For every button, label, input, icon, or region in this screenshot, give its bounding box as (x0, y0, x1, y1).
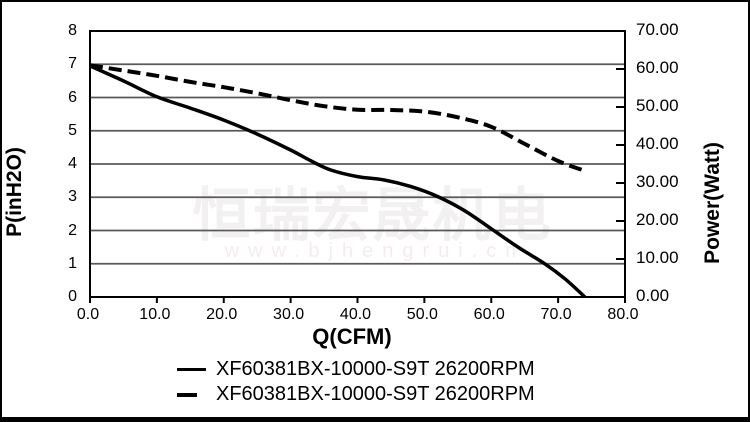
pressure-curve (89, 64, 587, 299)
x-tick-label: 40.0 (339, 306, 372, 323)
y-right-tick-label: 20.00 (636, 210, 679, 229)
y-axis-left-title: P(inH2O) (3, 147, 26, 237)
y-left-tick-label: 3 (68, 188, 77, 206)
y-left-tick-label: 8 (68, 22, 77, 39)
y-right-tick-label: 70.00 (636, 20, 679, 39)
x-tick-label: 80.0 (607, 306, 639, 323)
y-right-tick-label: 30.00 (636, 172, 679, 191)
y-right-tick-label: 0.00 (636, 286, 670, 305)
y-left-tick-label: 7 (68, 55, 77, 73)
x-tick-label: 0.0 (76, 306, 100, 323)
y-left-tick-label: 6 (68, 88, 77, 106)
y-right-tick-label: 60.00 (636, 58, 679, 77)
legend: XF60381BX-10000-S9T 26200RPM XF60381BX-1… (177, 357, 535, 407)
legend-row-pressure: XF60381BX-10000-S9T 26200RPM (177, 357, 535, 382)
x-tick-label: 30.0 (273, 306, 305, 323)
y-right-tick-label: 40.00 (636, 134, 679, 153)
x-tick-label: 10.0 (139, 306, 171, 323)
y-left-tick-label: 1 (68, 254, 77, 272)
y-left-tick-label: 5 (68, 121, 77, 139)
power-curve (89, 63, 586, 173)
y-left-tick-label: 0 (68, 288, 77, 305)
legend-label-pressure: XF60381BX-10000-S9T 26200RPM (216, 358, 535, 380)
y-right-tick-label: 10.00 (636, 248, 679, 267)
dashed-line-swatch (177, 392, 197, 397)
y-left-tick-label: 2 (68, 221, 77, 239)
x-tick-label: 50.0 (406, 306, 438, 323)
legend-row-power: XF60381BX-10000-S9T 26200RPM (177, 382, 535, 407)
solid-line-swatch (177, 368, 206, 371)
y-right-tick-label: 50.00 (636, 96, 679, 115)
x-tick-label: 20.0 (206, 306, 238, 323)
x-tick-label: 60.0 (473, 306, 505, 323)
x-axis-title: Q(CFM) (312, 324, 392, 349)
y-left-tick-label: 4 (68, 155, 77, 172)
watermark-text: 恒瑞宏晟机电 (192, 183, 553, 248)
x-tick-label: 70.0 (540, 306, 572, 323)
watermark-url: www.bjhengrui.cn (224, 240, 526, 262)
legend-label-power: XF60381BX-10000-S9T 26200RPM (216, 383, 535, 405)
y-axis-right-title: Power(Watt) (701, 142, 724, 264)
